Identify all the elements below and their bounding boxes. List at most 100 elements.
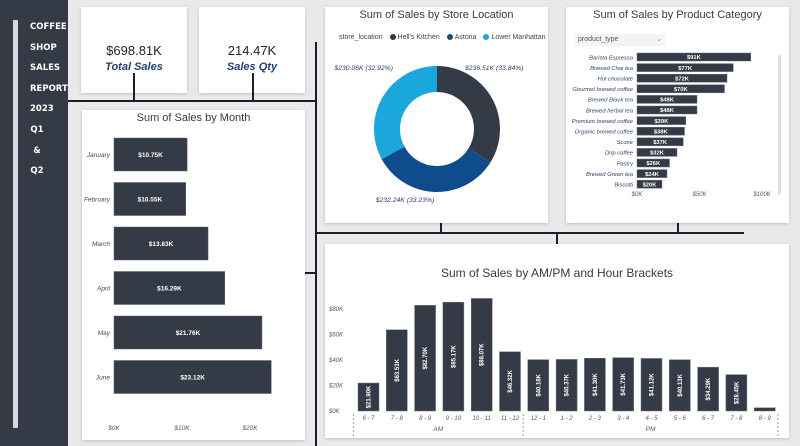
sales-by-hour-card[interactable]: Sum of Sales by AM/PM and Hour Brackets … xyxy=(325,244,789,438)
data-label: $38K xyxy=(654,129,669,135)
category-label: February xyxy=(84,197,111,204)
category-label: Scone xyxy=(617,140,634,146)
x-tick-label: $100K xyxy=(752,192,771,198)
data-label: $48K xyxy=(660,108,675,114)
bar xyxy=(636,126,685,136)
bar xyxy=(357,382,380,412)
x-tick-label: 6 - 7 xyxy=(362,416,375,422)
bar xyxy=(527,359,550,412)
sales-by-month-chart: January $10.75K February $10.55K March $13.83… xyxy=(84,137,272,432)
sales-by-month-card[interactable]: Sum of Sales by Month January $10.75K Febr… xyxy=(82,110,305,440)
data-label: $232.24K (33.23%) xyxy=(375,197,435,204)
legend-dot-astoria xyxy=(446,34,453,40)
legend-item[interactable]: Hell's Kitchen xyxy=(397,34,440,41)
bar xyxy=(636,52,751,62)
data-label: $34.29K xyxy=(706,377,712,400)
legend-dot-hells-kitchen xyxy=(389,34,396,40)
category-label: Barista Espresso xyxy=(589,55,634,61)
category-label: Drip coffee xyxy=(605,151,634,157)
bar xyxy=(636,148,678,157)
y-tick-label: $80K xyxy=(328,307,344,313)
data-label: $48K xyxy=(660,98,675,104)
x-tick-label: $0K xyxy=(107,425,120,432)
category-label: Pastry xyxy=(617,161,635,167)
bar xyxy=(113,271,226,305)
chart-legend: store_location Hell's Kitchen Astoria Lo… xyxy=(339,34,546,41)
bar xyxy=(113,360,272,394)
data-label: $77K xyxy=(678,66,693,72)
product-type-dropdown[interactable]: product_type ⌄ xyxy=(574,34,666,46)
x-tick-label: 7 - 8 xyxy=(391,416,404,422)
bar xyxy=(636,179,663,189)
group-label: AM xyxy=(432,426,443,433)
category-label: January xyxy=(86,152,111,159)
chart-title: Sum of Sales by Store Location xyxy=(359,9,514,21)
data-label: $82.70K xyxy=(423,346,429,369)
data-label: $85.17K xyxy=(451,345,457,368)
category-label: Organic brewed coffee xyxy=(575,130,634,136)
data-label: $40.13K xyxy=(678,373,684,396)
category-label: Brewed Black tea xyxy=(588,98,634,104)
bar xyxy=(636,169,668,178)
connector-line xyxy=(133,73,135,101)
data-label: $230.06K (32.92%) xyxy=(333,65,393,72)
chart-title: Sum of Sales by Product Category xyxy=(593,9,762,21)
data-label: $88.07K xyxy=(480,343,486,366)
legend-item[interactable]: Lower Manhattan xyxy=(491,34,546,41)
kpi-card-sales-qty[interactable]: 214.47K Sales Qty xyxy=(199,7,305,93)
category-label: Brewed Chai tea xyxy=(590,66,634,72)
sales-by-product-card[interactable]: Sum of Sales by Product Category product… xyxy=(566,7,789,223)
category-label: June xyxy=(95,375,110,382)
x-tick-label: 10 - 11 xyxy=(473,416,491,422)
data-label: $21.76K xyxy=(176,330,201,337)
data-label: $63.53K xyxy=(395,358,401,381)
data-label: $37K xyxy=(653,140,668,146)
data-label: $41.30K xyxy=(593,373,599,396)
data-label: $41.73K xyxy=(621,372,627,395)
bar xyxy=(499,351,521,412)
category-label: Brewed herbal tea xyxy=(586,108,634,114)
legend-item[interactable]: Astoria xyxy=(454,34,477,41)
connector-line xyxy=(315,42,317,446)
connector-line xyxy=(68,100,316,102)
data-label: $20K xyxy=(643,182,658,188)
y-tick-label: $40K xyxy=(328,358,344,364)
bar xyxy=(113,182,186,216)
data-label: $16.29K xyxy=(157,286,182,293)
y-tick-label: $20K xyxy=(328,383,344,389)
donut-slice xyxy=(373,66,437,160)
bar xyxy=(113,315,263,350)
x-tick-label: 8 - 9 xyxy=(419,416,432,422)
bar xyxy=(414,305,436,412)
data-label: $10.75K xyxy=(138,152,163,159)
bar xyxy=(753,407,776,412)
report-title: COFFEE SHOP SALES REPORT 2023 Q1 & Q2 xyxy=(30,22,68,177)
data-label: $72K xyxy=(675,76,690,82)
category-label: Gourmet brewed coffee xyxy=(572,87,633,93)
total-sales-label: Total Sales xyxy=(105,61,163,73)
x-tick-label: 11 - 12 xyxy=(501,416,520,422)
bar xyxy=(636,158,670,168)
bar xyxy=(697,366,719,412)
connector-line xyxy=(252,73,254,101)
data-label: $21.90K xyxy=(367,385,373,408)
data-label: $41.12K xyxy=(650,373,656,396)
sales-qty-value: 214.47K xyxy=(227,43,277,58)
bar xyxy=(113,137,188,172)
x-tick-label: 3 - 4 xyxy=(617,416,630,422)
sales-by-product-chart: Barista Espresso $91K Brewed Chai tea $77K H… xyxy=(572,52,772,198)
bar xyxy=(584,357,606,412)
bar xyxy=(669,359,691,412)
data-label: $28.45K xyxy=(734,381,740,404)
bar xyxy=(640,358,663,412)
x-tick-label: $10K xyxy=(173,425,190,432)
chart-title: Sum of Sales by AM/PM and Hour Brackets xyxy=(440,266,674,280)
category-label: May xyxy=(98,330,111,337)
scrollbar[interactable] xyxy=(778,55,781,195)
data-label: $23.12K xyxy=(180,375,205,382)
x-tick-label: 9 - 10 xyxy=(446,416,462,422)
data-label: $39K xyxy=(654,119,669,125)
sales-by-store-card[interactable]: Sum of Sales by Store Location store_loc… xyxy=(325,7,548,223)
bar xyxy=(442,301,465,412)
data-label: $236.51K (33.84%) xyxy=(464,65,524,72)
